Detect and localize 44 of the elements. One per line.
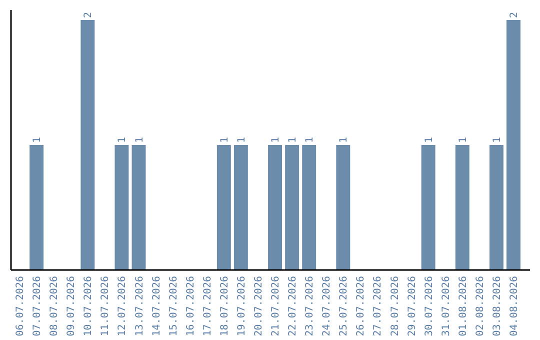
x-tick-label: 07.07.2026 — [32, 276, 44, 336]
data-label: 1 — [424, 136, 435, 143]
data-label: 1 — [134, 136, 146, 143]
data-label: 1 — [236, 136, 248, 143]
x-tick-label: 13.07.2026 — [134, 276, 146, 336]
x-tick-label: 31.07.2026 — [440, 276, 452, 336]
data-label: 1 — [492, 136, 503, 143]
x-tick-label: 19.07.2026 — [236, 276, 248, 336]
data-label: 2 — [508, 12, 520, 18]
x-tick-label: 02.08.2026 — [474, 276, 486, 336]
x-tick-label: 20.07.2026 — [253, 276, 264, 336]
x-tick-label: 12.07.2026 — [117, 276, 128, 336]
x-tick-label: 03.08.2026 — [492, 276, 503, 336]
x-tick-label: 28.07.2026 — [390, 276, 401, 336]
data-label: 1 — [458, 136, 469, 143]
x-tick-label: 06.07.2026 — [15, 276, 26, 336]
data-label: 1 — [117, 136, 128, 143]
data-label: 1 — [288, 136, 299, 143]
data-label: 1 — [219, 136, 230, 143]
x-tick-label: 24.07.2026 — [322, 276, 333, 336]
x-tick-label: 27.07.2026 — [372, 276, 384, 336]
x-tick-label: 23.07.2026 — [304, 276, 316, 336]
x-tick-label: 25.07.2026 — [338, 276, 350, 336]
data-label: 1 — [32, 136, 44, 143]
data-label: 1 — [338, 136, 350, 143]
x-tick-label: 10.07.2026 — [83, 276, 94, 336]
x-tick-label: 16.07.2026 — [185, 276, 196, 336]
data-label: 1 — [270, 136, 282, 143]
x-tick-label: 30.07.2026 — [424, 276, 435, 336]
x-tick-label: 22.07.2026 — [288, 276, 299, 336]
x-tick-label: 17.07.2026 — [202, 276, 214, 336]
x-tick-label: 11.07.2026 — [100, 276, 112, 336]
x-tick-label: 09.07.2026 — [66, 276, 78, 336]
x-tick-label: 21.07.2026 — [270, 276, 282, 336]
x-tick-label: 18.07.2026 — [219, 276, 230, 336]
x-tick-label: 15.07.2026 — [168, 276, 180, 336]
x-tick-label: 04.08.2026 — [508, 276, 520, 336]
x-tick-label: 29.07.2026 — [406, 276, 418, 336]
x-tick-label: 14.07.2026 — [151, 276, 162, 336]
data-label: 2 — [83, 12, 94, 18]
data-label: 1 — [304, 136, 316, 143]
x-tick-label: 26.07.2026 — [356, 276, 367, 336]
x-tick-label: 01.08.2026 — [458, 276, 469, 336]
x-tick-label: 08.07.2026 — [49, 276, 60, 336]
